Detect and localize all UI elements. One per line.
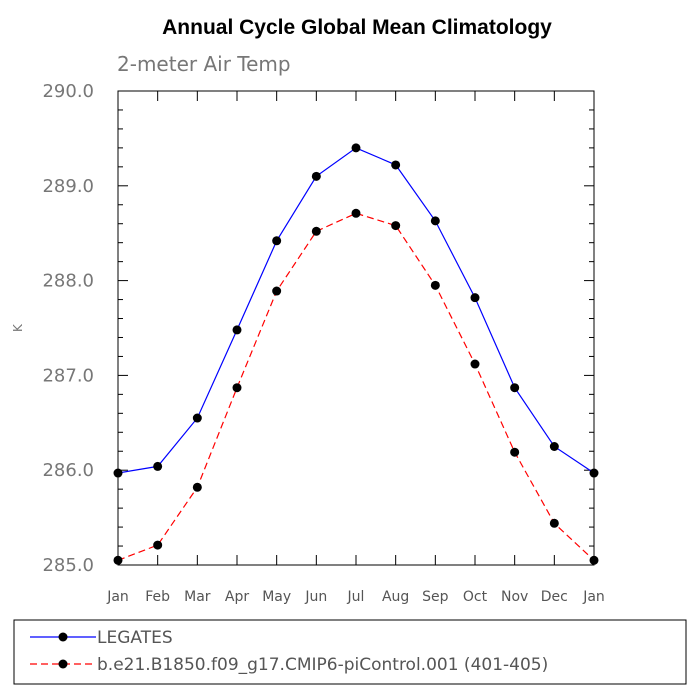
data-point [272, 236, 282, 246]
data-point [192, 413, 202, 423]
data-point [510, 447, 520, 457]
data-point [430, 280, 440, 290]
y-tick-label: 287.0 [42, 365, 94, 386]
legend-marker-1 [58, 659, 68, 669]
x-tick-label: Jun [304, 589, 327, 605]
data-point [272, 286, 282, 296]
data-point [153, 461, 163, 471]
data-point [153, 540, 163, 550]
legend-label-1: b.e21.B1850.f09_g17.CMIP6-piControl.001 … [97, 655, 548, 675]
data-point [430, 216, 440, 226]
data-point [311, 171, 321, 181]
data-point [510, 383, 520, 393]
x-tick-label: Nov [501, 589, 528, 605]
x-tick-label: Jan [582, 589, 605, 605]
data-point [232, 325, 242, 335]
data-point [549, 442, 559, 451]
plot-frame [117, 90, 595, 566]
data-point [589, 555, 599, 565]
chart-subtitle: 2-meter Air Temp [117, 52, 291, 76]
data-point [113, 555, 123, 565]
data-point [470, 359, 480, 369]
y-tick-label: 290.0 [42, 81, 94, 102]
chart-title: Annual Cycle Global Mean Climatology [162, 16, 552, 39]
x-tick-label: Sep [422, 589, 449, 605]
data-point [391, 160, 401, 170]
y-tick-label: 288.0 [42, 271, 94, 292]
x-tick-label: Jul [347, 589, 365, 605]
y-tick-label: 285.0 [42, 555, 94, 576]
data-point [470, 293, 480, 303]
legend-box [13, 619, 687, 685]
x-tick-label: Oct [463, 589, 488, 605]
x-tick-label: Feb [145, 589, 170, 605]
y-tick-label: 289.0 [42, 176, 94, 197]
series-line-0 [117, 147, 595, 474]
x-tick-label: Apr [225, 589, 249, 605]
x-tick-label: Aug [382, 589, 409, 605]
legend-label-0: LEGATES [97, 628, 173, 648]
data-point [391, 221, 401, 231]
y-tick-label: 286.0 [42, 460, 94, 481]
x-tick-label: Dec [541, 589, 568, 605]
data-point [113, 468, 123, 478]
data-point [311, 226, 321, 236]
x-tick-label: Mar [184, 589, 211, 605]
y-axis-label: K [11, 323, 25, 332]
data-point [232, 383, 242, 393]
x-tick-label: May [262, 589, 291, 605]
series-line-1 [117, 212, 595, 561]
x-tick-label: Jan [106, 589, 129, 605]
data-point [549, 518, 559, 528]
data-point [192, 482, 202, 492]
data-point [351, 208, 361, 218]
data-point [589, 468, 599, 478]
data-point [351, 143, 361, 153]
legend-marker-0 [58, 632, 68, 642]
